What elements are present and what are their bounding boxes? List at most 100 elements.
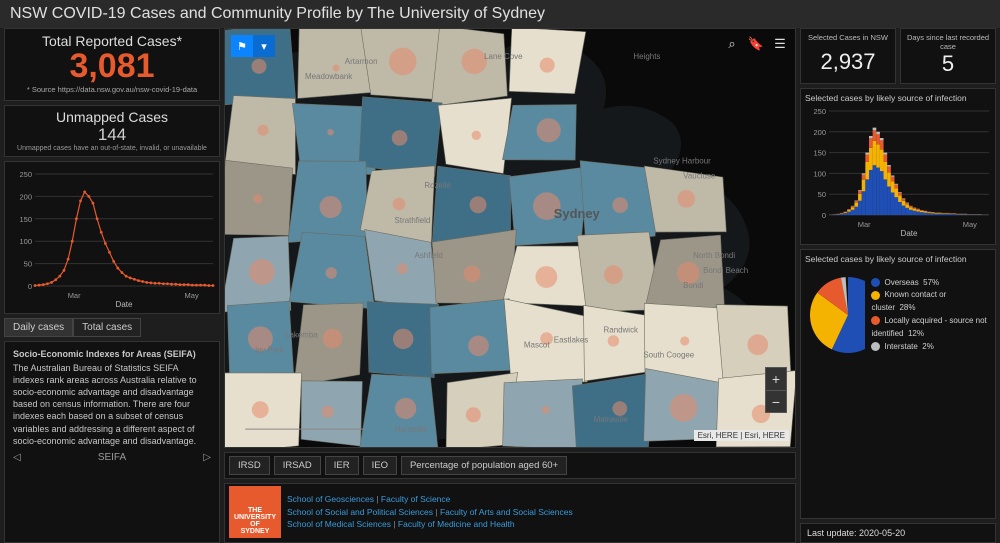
kpi-selected-label: Selected Cases in NSW bbox=[805, 33, 891, 49]
kpi-days-label: Days since last recorded case bbox=[905, 33, 991, 51]
total-cases-value: 3,081 bbox=[11, 49, 213, 85]
legend-item: Interstate 2% bbox=[871, 341, 991, 354]
svg-text:Rozelle: Rozelle bbox=[424, 181, 451, 190]
svg-text:Heights: Heights bbox=[633, 52, 660, 61]
seifa-panel: Socio-Economic Indexes for Areas (SEIFA)… bbox=[4, 341, 220, 543]
svg-text:May: May bbox=[185, 291, 199, 300]
source-chart: 0 50 100 150 200 250 Mar May Date bbox=[805, 107, 993, 237]
kpi-days-value: 5 bbox=[905, 51, 991, 77]
svg-text:Mar: Mar bbox=[68, 291, 81, 300]
search-icon[interactable]: ⌕ bbox=[723, 35, 741, 53]
chart-tabs: Daily cases Total cases bbox=[4, 318, 220, 337]
svg-text:Sydney: Sydney bbox=[554, 206, 601, 221]
svg-text:Date: Date bbox=[116, 300, 133, 308]
svg-text:Vaucluse: Vaucluse bbox=[683, 171, 716, 180]
svg-text:Artarmon: Artarmon bbox=[345, 57, 378, 66]
legend-icon[interactable]: ☰ bbox=[771, 35, 789, 53]
svg-text:200: 200 bbox=[813, 128, 826, 137]
svg-text:Strathfield: Strathfield bbox=[395, 216, 431, 225]
svg-text:150: 150 bbox=[813, 149, 826, 158]
legend-item: Overseas 57% bbox=[871, 277, 991, 290]
svg-text:Bondi: Bondi bbox=[683, 281, 704, 290]
link-geosciences[interactable]: School of Geosciences bbox=[287, 494, 374, 504]
link-medicine-health[interactable]: Faculty of Medicine and Health bbox=[398, 519, 515, 529]
svg-text:May: May bbox=[963, 220, 977, 229]
daily-chart-panel: 0 50 100 150 200 250 Mar May Date bbox=[4, 161, 220, 314]
link-science[interactable]: Faculty of Science bbox=[381, 494, 450, 504]
legend-item: Known contact or cluster 28% bbox=[871, 289, 991, 315]
pie-chart bbox=[805, 272, 865, 358]
svg-text:Mascot: Mascot bbox=[524, 340, 550, 349]
pie-panel: Selected cases by likely source of infec… bbox=[800, 249, 996, 519]
daily-chart: 0 50 100 150 200 250 Mar May Date bbox=[7, 168, 219, 308]
bookmark-icon[interactable]: 🔖 bbox=[747, 35, 765, 53]
svg-text:250: 250 bbox=[813, 107, 826, 116]
svg-text:100: 100 bbox=[813, 169, 826, 178]
map-dropdown-icon[interactable]: ▾ bbox=[253, 35, 275, 57]
zoom-in-button[interactable]: + bbox=[766, 368, 786, 390]
svg-text:150: 150 bbox=[19, 214, 32, 223]
footer: THE UNIVERSITY OF SYDNEY School of Geosc… bbox=[224, 483, 796, 543]
kpi-selected-value: 2,937 bbox=[805, 49, 891, 75]
svg-text:250: 250 bbox=[19, 170, 32, 179]
svg-text:Eastlakes: Eastlakes bbox=[554, 336, 589, 345]
page-title: NSW COVID-19 Cases and Community Profile… bbox=[0, 0, 1000, 28]
total-cases-source: * Source https://data.nsw.gov.au/nsw-cov… bbox=[11, 85, 213, 94]
source-chart-panel: Selected cases by likely source of infec… bbox=[800, 88, 996, 245]
seifa-next-icon[interactable]: ▷ bbox=[203, 451, 211, 465]
total-cases-panel: Total Reported Cases* 3,081 * Source htt… bbox=[4, 28, 220, 101]
filter-age60[interactable]: Percentage of population aged 60+ bbox=[401, 456, 567, 475]
svg-text:Bondi Beach: Bondi Beach bbox=[703, 266, 748, 275]
svg-text:Lane Cove: Lane Cove bbox=[484, 52, 523, 61]
svg-text:Date: Date bbox=[901, 229, 918, 237]
filter-bar: IRSD IRSAD IER IEO Percentage of populat… bbox=[224, 452, 796, 479]
link-social-political[interactable]: School of Social and Political Sciences bbox=[287, 507, 433, 517]
svg-text:Randwick: Randwick bbox=[604, 326, 639, 335]
tab-total[interactable]: Total cases bbox=[73, 318, 141, 337]
legend-item: Locally acquired - source not identified… bbox=[871, 315, 991, 341]
kpi-selected-cases: Selected Cases in NSW 2,937 bbox=[800, 28, 896, 84]
filter-irsad[interactable]: IRSAD bbox=[274, 456, 321, 475]
last-update: Last update: 2020-05-20 bbox=[800, 523, 996, 543]
svg-text:Sydney Harbour: Sydney Harbour bbox=[653, 156, 711, 165]
usyd-logo: THE UNIVERSITY OF SYDNEY bbox=[229, 486, 281, 538]
map-info-icon[interactable]: ⚑ bbox=[231, 35, 253, 57]
unmapped-value: 144 bbox=[11, 125, 213, 145]
pie-legend: Overseas 57%Known contact or cluster 28%… bbox=[871, 277, 991, 354]
svg-text:50: 50 bbox=[24, 259, 32, 268]
svg-text:Ashfield: Ashfield bbox=[414, 251, 442, 260]
seifa-prev-icon[interactable]: ◁ bbox=[13, 451, 21, 465]
unmapped-title: Unmapped Cases bbox=[11, 109, 213, 125]
svg-text:50: 50 bbox=[818, 190, 826, 199]
svg-text:200: 200 bbox=[19, 192, 32, 201]
filter-ier[interactable]: IER bbox=[325, 456, 359, 475]
svg-text:100: 100 bbox=[19, 237, 32, 246]
svg-text:North Bondi: North Bondi bbox=[693, 251, 735, 260]
seifa-body: The Australian Bureau of Statistics SEIF… bbox=[13, 362, 211, 447]
svg-text:0: 0 bbox=[28, 282, 32, 291]
svg-text:Matraville: Matraville bbox=[594, 415, 629, 424]
tab-daily[interactable]: Daily cases bbox=[4, 318, 73, 337]
pie-title: Selected cases by likely source of infec… bbox=[805, 254, 991, 264]
svg-text:Meadowbank: Meadowbank bbox=[305, 72, 352, 81]
link-arts[interactable]: Faculty of Arts and Social Sciences bbox=[440, 507, 573, 517]
seifa-nav-label: SEIFA bbox=[98, 451, 126, 465]
map[interactable]: Sydney Artarmon Meadowbank Lane Cove Heights… bbox=[224, 28, 796, 448]
footer-links: School of Geosciences | Faculty of Scien… bbox=[287, 493, 573, 531]
filter-irsd[interactable]: IRSD bbox=[229, 456, 270, 475]
svg-text:Lakemba: Lakemba bbox=[285, 331, 318, 340]
unmapped-note: Unmapped cases have an out-of-state, inv… bbox=[11, 145, 213, 152]
svg-text:ley Park: ley Park bbox=[255, 345, 284, 354]
svg-text:Mar: Mar bbox=[858, 220, 871, 229]
filter-ieo[interactable]: IEO bbox=[363, 456, 397, 475]
kpi-days-since: Days since last recorded case 5 bbox=[900, 28, 996, 84]
link-medical[interactable]: School of Medical Sciences bbox=[287, 519, 391, 529]
zoom-out-button[interactable]: − bbox=[766, 390, 786, 412]
unmapped-panel: Unmapped Cases 144 Unmapped cases have a… bbox=[4, 105, 220, 157]
map-attribution: Esri, HERE | Esri, HERE bbox=[694, 430, 789, 441]
source-chart-title: Selected cases by likely source of infec… bbox=[805, 93, 991, 103]
svg-text:Hurstville: Hurstville bbox=[395, 425, 428, 434]
seifa-title: Socio-Economic Indexes for Areas (SEIFA) bbox=[13, 348, 211, 360]
svg-text:0: 0 bbox=[822, 211, 826, 220]
svg-text:South Coogee: South Coogee bbox=[643, 350, 694, 359]
